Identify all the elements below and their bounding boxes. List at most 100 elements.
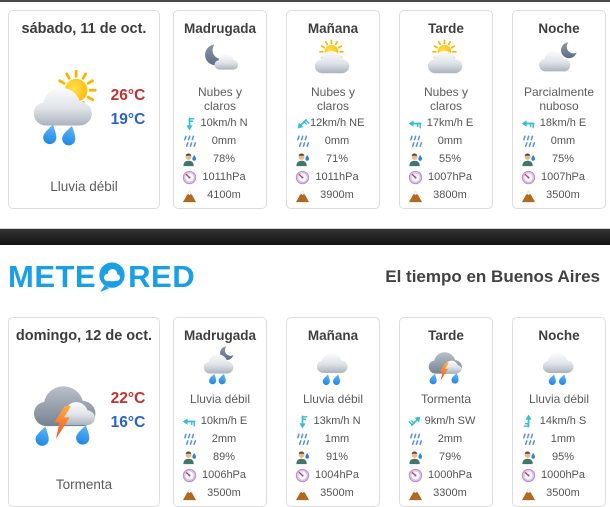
altitude-value: 3900m <box>320 189 354 201</box>
wind-row: 18km/h E <box>520 114 598 132</box>
altitude-value: 3500m <box>320 487 354 499</box>
wind-value: 18km/h E <box>539 117 587 129</box>
period-card-manana[interactable]: Mañana Nubes y claros 12km/h NE 0mm 71% … <box>286 10 380 209</box>
rain-drops-icon <box>408 432 423 447</box>
period-card-noche[interactable]: Noche Lluvia débil 14km/h S 1mm 95% 1000… <box>512 317 606 507</box>
logo-text-suffix: RED <box>128 259 196 294</box>
pressure-value: 1007hPa <box>427 171 473 183</box>
period-card-tarde[interactable]: Tarde Nubes y claros 17km/h E 0mm 55% 10… <box>399 10 493 209</box>
altitude-value: 3500m <box>207 487 241 499</box>
humidity-value: 71% <box>325 153 349 165</box>
precipitation-row: 0mm <box>294 132 372 150</box>
wind-value: 13km/h N <box>313 415 361 427</box>
precipitation-value: 0mm <box>211 135 237 147</box>
wind-row: 9km/h SW <box>407 412 485 430</box>
detail-list: 10km/h E 2mm 89% 1006hPa 3500m <box>181 412 259 502</box>
altitude-row: 3900m <box>294 186 372 204</box>
period-card-manana[interactable]: Mañana Lluvia débil 13km/h N 1mm 91% 100… <box>286 317 380 507</box>
pressure-row: 1006hPa <box>181 466 259 484</box>
condition-text: Lluvia débil <box>189 391 251 406</box>
condition-text: Lluvia débil <box>528 391 590 406</box>
precipitation-row: 0mm <box>520 132 598 150</box>
person-humidity-icon <box>182 152 197 167</box>
day-date: sábado, 11 de oct. <box>21 21 147 37</box>
pressure-row: 1004hPa <box>294 466 372 484</box>
meteored-logo[interactable]: METE RED <box>8 259 195 295</box>
period-card-madrugada[interactable]: Madrugada Lluvia débil 10km/h E 2mm 89% … <box>173 317 267 507</box>
condition-text: Nubes y claros <box>197 84 243 113</box>
sun-cloud-rain-icon <box>23 70 109 146</box>
pressure-value: 1007hPa <box>540 171 586 183</box>
detail-list: 9km/h SW 2mm 79% 1000hPa 3300m <box>407 412 485 502</box>
cloud-moon-rain-icon <box>191 345 249 386</box>
period-label: Tarde <box>428 328 464 343</box>
period-label: Noche <box>538 21 580 36</box>
forecast-row-sunday: domingo, 12 de oct. 22°C 16°C Tormenta M… <box>0 309 610 507</box>
humidity-value: 89% <box>212 451 236 463</box>
precipitation-value: 1mm <box>550 433 576 445</box>
humidity-row: 55% <box>407 150 485 168</box>
wind-direction-arrow-icon <box>408 414 423 429</box>
precipitation-value: 2mm <box>211 433 237 445</box>
period-label: Mañana <box>307 328 359 343</box>
pressure-row: 1007hPa <box>407 168 485 186</box>
rain-drops-icon <box>182 134 197 149</box>
condition-text: Tormenta <box>420 391 472 406</box>
precipitation-row: 1mm <box>520 430 598 448</box>
mountain-snow-level-icon <box>521 486 536 501</box>
precipitation-row: 2mm <box>407 430 485 448</box>
precipitation-row: 0mm <box>407 132 485 150</box>
barometer-gauge-icon <box>182 170 197 185</box>
temperatures: 26°C 19°C <box>111 84 146 132</box>
temperatures: 22°C 16°C <box>111 387 146 435</box>
storm-cloud-rain-icon <box>417 345 475 386</box>
altitude-row: 3300m <box>407 484 485 502</box>
day-summary-card[interactable]: domingo, 12 de oct. 22°C 16°C Tormenta <box>8 317 160 507</box>
rain-drops-icon <box>182 432 197 447</box>
sun-cloud-icon <box>304 38 362 84</box>
precipitation-value: 0mm <box>437 135 463 147</box>
rain-drops-icon <box>408 134 423 149</box>
precipitation-row: 0mm <box>181 132 259 150</box>
period-card-noche[interactable]: Noche Parcialmente nuboso 18km/h E 0mm 7… <box>512 10 606 209</box>
period-label: Madrugada <box>183 328 256 343</box>
precipitation-row: 1mm <box>294 430 372 448</box>
forecast-row-saturday: sábado, 11 de oct. 26°C 19°C Lluvia débi… <box>0 2 610 209</box>
logo-cloud-o-icon <box>97 261 127 293</box>
precipitation-value: 2mm <box>437 433 463 445</box>
wind-value: 10km/h E <box>200 415 248 427</box>
wind-direction-arrow-icon <box>295 116 310 131</box>
pressure-value: 1000hPa <box>427 469 473 481</box>
humidity-row: 78% <box>181 150 259 168</box>
wind-row: 12km/h NE <box>294 114 372 132</box>
detail-list: 10km/h N 0mm 78% 1011hPa 4100m <box>181 114 259 204</box>
humidity-row: 89% <box>181 448 259 466</box>
day-condition-text: Lluvia débil <box>50 179 118 194</box>
pressure-value: 1011hPa <box>202 171 246 183</box>
period-label: Tarde <box>428 21 464 36</box>
temp-min: 16°C <box>110 413 146 431</box>
period-card-tarde[interactable]: Tarde Tormenta 9km/h SW 2mm 79% 1000hPa <box>399 317 493 507</box>
period-card-madrugada[interactable]: Madrugada Nubes y claros 10km/h N 0mm 78… <box>173 10 267 209</box>
day-summary: 22°C 16°C <box>13 373 155 449</box>
pressure-row: 1000hPa <box>520 466 598 484</box>
altitude-row: 3800m <box>407 186 485 204</box>
precipitation-row: 2mm <box>181 430 259 448</box>
cloud-rain-icon <box>304 345 362 386</box>
detail-list: 17km/h E 0mm 55% 1007hPa 3800m <box>407 114 485 204</box>
precipitation-value: 0mm <box>550 135 576 147</box>
person-humidity-icon <box>408 152 423 167</box>
humidity-value: 95% <box>551 451 575 463</box>
person-humidity-icon <box>521 152 536 167</box>
barometer-gauge-icon <box>295 170 310 185</box>
altitude-row: 3500m <box>520 186 598 204</box>
day-summary-card[interactable]: sábado, 11 de oct. 26°C 19°C Lluvia débi… <box>8 10 160 209</box>
day-summary: 26°C 19°C <box>13 70 155 146</box>
detail-list: 12km/h NE 0mm 71% 1011hPa 3900m <box>294 114 372 204</box>
altitude-row: 3500m <box>294 484 372 502</box>
temp-max: 22°C <box>110 389 146 407</box>
section-divider-bar <box>0 228 610 245</box>
altitude-value: 3300m <box>433 487 467 499</box>
rain-drops-icon <box>295 134 310 149</box>
detail-list: 13km/h N 1mm 91% 1004hPa 3500m <box>294 412 372 502</box>
